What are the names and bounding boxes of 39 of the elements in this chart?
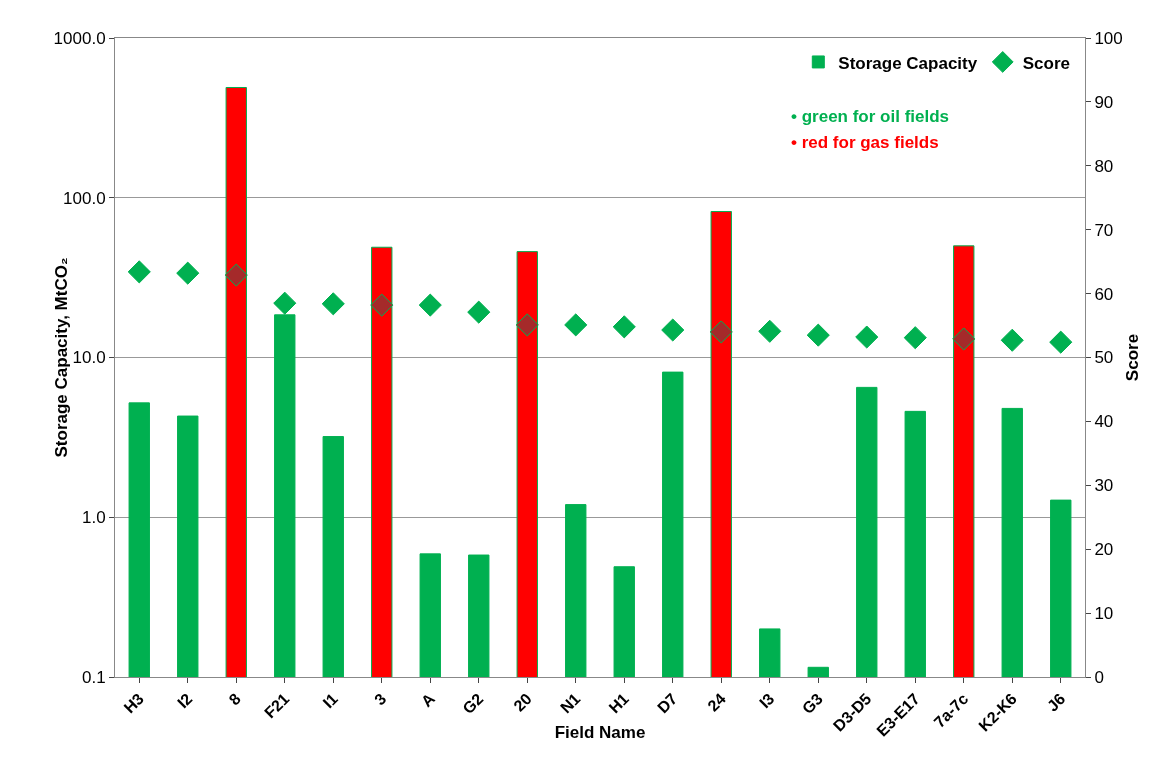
y-axis-title: Storage Capacity, MtCO₂ — [51, 257, 71, 458]
x-tick-label: F21 — [261, 689, 293, 722]
x-axis-title: Field Name — [554, 723, 646, 742]
y2-tick-label: 0 — [1094, 667, 1104, 687]
y2-tick-label: 30 — [1094, 476, 1114, 496]
y-tick-label: 0.1 — [81, 667, 106, 687]
x-tick-label: 20 — [510, 689, 536, 715]
x-tick-label: H1 — [605, 689, 633, 717]
annotation: • green for oil fields — [791, 107, 950, 126]
y2-axis-title: Score — [1122, 333, 1142, 382]
x-tick-label: 3 — [371, 689, 390, 709]
x-tick-label: G3 — [798, 689, 827, 718]
legend-label: Storage Capacity — [838, 53, 978, 73]
x-tick-label: H3 — [120, 689, 148, 717]
y2-tick-label: 90 — [1094, 92, 1114, 112]
y-tick-label: 1.0 — [81, 508, 106, 528]
x-tick-label: I3 — [756, 689, 778, 712]
y2-tick-label: 10 — [1094, 604, 1114, 624]
legend-label: Score — [1022, 53, 1070, 73]
x-tick-label: I1 — [319, 689, 342, 712]
x-tick-label: D7 — [654, 689, 681, 717]
y-tick-label: 1000.0 — [53, 28, 106, 48]
y2-tick-label: 80 — [1094, 156, 1114, 176]
y2-tick-label: 60 — [1094, 284, 1114, 304]
x-tick-label: N1 — [557, 689, 584, 717]
x-tick-label: J6 — [1043, 689, 1069, 715]
y-tick-label: 100.0 — [63, 188, 106, 208]
y-tick-label: 10.0 — [72, 348, 106, 368]
y2-tick-label: 20 — [1094, 540, 1114, 560]
y2-tick-label: 100 — [1094, 28, 1123, 48]
x-tick-label: I2 — [174, 689, 196, 712]
annotation: • red for gas fields — [791, 133, 939, 152]
x-tick-label: 24 — [704, 689, 730, 715]
y2-tick-label: 50 — [1094, 348, 1114, 368]
x-tick-label: G2 — [459, 689, 487, 718]
x-tick-label: A — [417, 689, 439, 711]
y2-tick-label: 70 — [1094, 220, 1114, 240]
y2-tick-label: 40 — [1094, 412, 1114, 432]
x-tick-label: 8 — [225, 689, 245, 709]
